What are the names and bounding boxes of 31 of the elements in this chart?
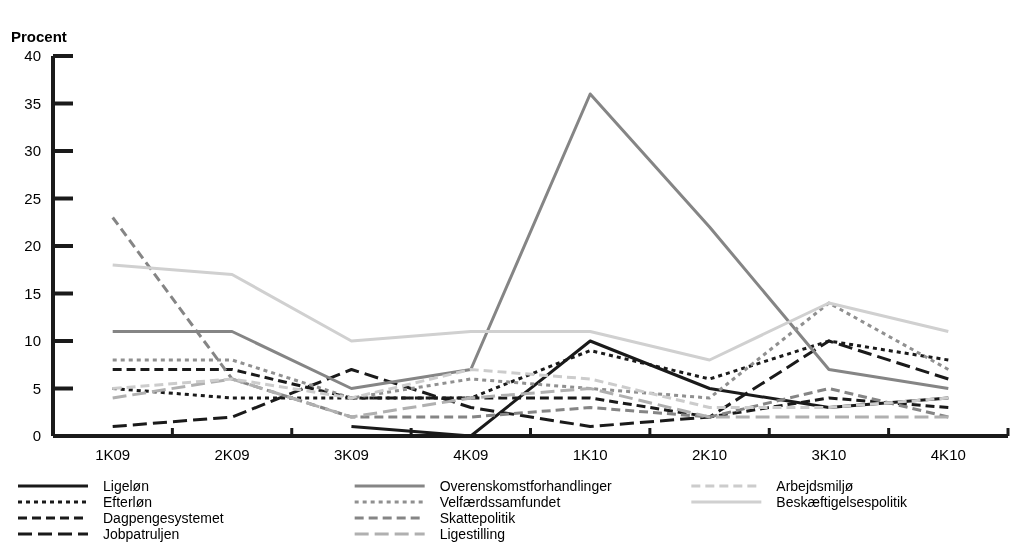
y-tick-label: 40 (24, 47, 41, 65)
legend-label: Arbejdsmiljø (776, 477, 854, 494)
x-tick-label: 4K09 (453, 446, 489, 463)
line-series (111, 368, 950, 409)
legend-label: Efterløn (103, 493, 153, 510)
y-axis-title: Procent (11, 28, 67, 45)
x-tick-label: 2K10 (692, 446, 728, 463)
y-tick-label: 25 (24, 189, 41, 207)
x-tick-label: 1K10 (572, 446, 608, 463)
x-tick-label: 1K09 (95, 446, 131, 463)
legend-label: Overenskomstforhandlinger (439, 477, 612, 494)
legend-label: Ligestilling (439, 525, 506, 542)
y-tick-label: 35 (24, 94, 41, 112)
y-tick-label: 30 (24, 142, 41, 160)
legend-label: Beskæftigelsespolitik (776, 493, 909, 510)
y-tick-label: 10 (24, 332, 41, 350)
legend-label: Skattepolitik (439, 509, 517, 526)
y-tick-label: 15 (24, 284, 41, 302)
legend-label: Ligeløn (103, 477, 149, 494)
line-series (111, 263, 950, 362)
y-tick-label: 0 (32, 427, 41, 445)
y-tick-label: 5 (32, 379, 41, 397)
x-tick-label: 2K09 (214, 446, 250, 463)
legend-label: Dagpengesystemet (103, 509, 224, 526)
x-tick-label: 4K10 (930, 446, 966, 463)
x-tick-label: 3K10 (811, 446, 847, 463)
line-series (111, 377, 950, 419)
legend-label: Velfærdssamfundet (439, 493, 561, 510)
legend-label: Jobpatruljen (103, 525, 180, 542)
x-tick-label: 3K09 (333, 446, 369, 463)
y-tick-label: 20 (24, 237, 41, 255)
